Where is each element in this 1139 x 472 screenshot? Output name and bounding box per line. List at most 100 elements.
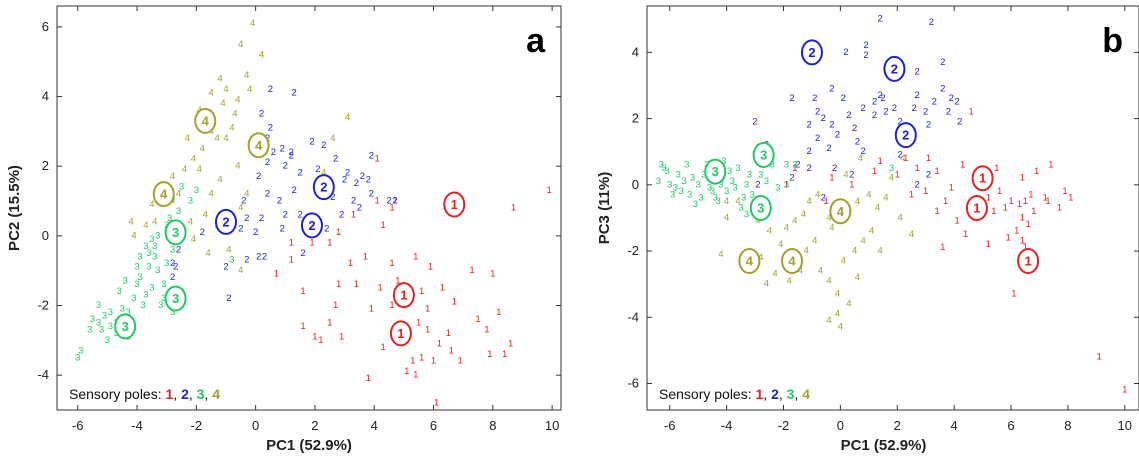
data-point: 3 [670, 189, 675, 200]
data-point: 3 [676, 169, 681, 180]
y-axis-label: PC3 (11%) [596, 172, 613, 245]
data-point: 3 [693, 199, 698, 210]
data-point: 2 [200, 227, 205, 238]
data-point: 1 [1025, 219, 1030, 230]
data-point: 2 [821, 113, 826, 124]
data-point: 3 [123, 276, 128, 287]
data-point: 3 [764, 176, 769, 187]
pole-marker: 1 [443, 191, 466, 218]
legend-item: 3 [787, 386, 795, 402]
data-point: 2 [292, 88, 297, 99]
data-point: 4 [835, 289, 840, 300]
pole-label: 3 [122, 319, 129, 334]
data-point: 2 [878, 90, 883, 101]
pole-circle [392, 282, 415, 309]
data-point: 4 [131, 230, 136, 241]
data-point: 4 [772, 269, 777, 280]
data-point: 2 [170, 272, 175, 283]
pole-label: 1 [1024, 253, 1031, 268]
data-point: 3 [179, 182, 184, 193]
y-tick-label: 0 [42, 228, 49, 243]
x-tick-label: 2 [311, 418, 318, 433]
data-point: 4 [238, 39, 243, 50]
data-point: 1 [923, 186, 928, 197]
legend-item: 2 [771, 386, 779, 402]
data-point: 1 [502, 349, 507, 360]
data-point: 4 [784, 222, 789, 233]
data-point: 2 [297, 209, 302, 220]
data-point: 2 [949, 93, 954, 104]
y-tick-label: -4 [37, 367, 49, 382]
pole-marker: 3 [114, 313, 137, 340]
data-point: 3 [733, 183, 738, 194]
data-point: 3 [758, 169, 763, 180]
data-point: 3 [744, 209, 749, 220]
data-point: 4 [897, 212, 902, 223]
data-point: 1 [1023, 242, 1028, 253]
data-point: 2 [892, 103, 897, 114]
data-point: 4 [259, 49, 264, 60]
data-point: 1 [484, 324, 489, 335]
data-point: 3 [889, 163, 894, 174]
data-point: 4 [247, 84, 252, 95]
data-point: 2 [897, 150, 902, 161]
data-point: 3 [90, 314, 95, 325]
data-point: 1 [312, 331, 317, 342]
data-point: 1 [369, 304, 374, 315]
y-tick-label: 4 [632, 44, 639, 59]
data-point: 1 [1028, 189, 1033, 200]
data-point: 3 [707, 183, 712, 194]
pole-marker: 2 [300, 212, 323, 239]
data-point: 4 [841, 255, 846, 266]
data-point: 2 [241, 196, 246, 207]
data-point: 3 [735, 163, 740, 174]
data-point: 3 [664, 166, 669, 177]
data-point: 2 [297, 168, 302, 179]
pole-label: 1 [979, 171, 986, 186]
pole-circle [164, 219, 187, 246]
data-point: 1 [784, 179, 789, 190]
data-point: 4 [767, 226, 772, 237]
pole-marker: 4 [738, 247, 761, 274]
data-point: 4 [238, 203, 243, 214]
data-point: 4 [209, 189, 214, 200]
data-point: 2 [280, 143, 285, 154]
data-point: 1 [872, 166, 877, 177]
data-point: 1 [416, 317, 421, 328]
x-axis-label: PC1 (52.9%) [841, 437, 927, 454]
legend-prefix: Sensory poles: [69, 386, 166, 402]
data-point: 2 [360, 171, 365, 182]
data-point: 3 [698, 193, 703, 204]
data-point: 4 [229, 122, 234, 133]
data-point: 3 [108, 307, 113, 318]
data-point: 3 [164, 258, 169, 269]
data-point: 3 [140, 300, 145, 311]
data-point: 4 [838, 322, 843, 333]
data-point: 2 [932, 97, 937, 108]
data-point: 4 [866, 189, 871, 200]
data-point: 3 [176, 206, 181, 217]
pole-marker: 4 [781, 247, 804, 274]
pole-marker: 4 [247, 132, 270, 159]
legend-item: 3 [197, 386, 205, 402]
pole-marker: 3 [752, 142, 775, 169]
data-point: 4 [787, 275, 792, 286]
pole-marker: 2 [800, 39, 823, 66]
data-point: 3 [769, 159, 774, 170]
data-point: 2 [915, 179, 920, 190]
data-point: 1 [327, 237, 332, 248]
data-point: 4 [235, 95, 240, 106]
data-point: 1 [909, 189, 914, 200]
data-point: 2 [309, 136, 314, 147]
legend-item: 1 [756, 386, 764, 402]
data-point: 3 [96, 317, 101, 328]
data-point: 3 [146, 248, 151, 259]
data-point: 1 [792, 163, 797, 174]
x-tick-label: 10 [1118, 418, 1132, 433]
data-point: 2 [872, 110, 877, 121]
pole-marker: 4 [194, 107, 217, 134]
data-point: 3 [149, 234, 154, 245]
data-point: 2 [926, 120, 931, 131]
